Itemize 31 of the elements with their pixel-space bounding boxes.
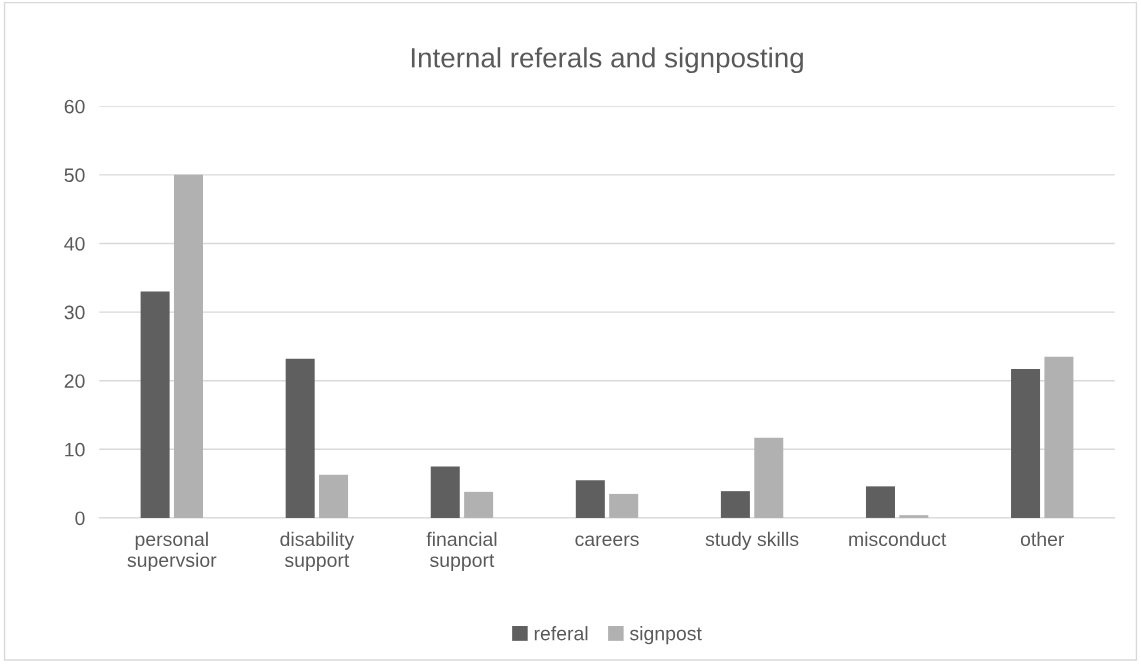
- x-tick-label: study skills: [705, 531, 799, 550]
- y-tick-label: 20: [64, 374, 85, 388]
- bar: [319, 474, 349, 518]
- bar: [865, 486, 895, 518]
- bar: [173, 174, 203, 518]
- bar: [1044, 356, 1074, 518]
- bar: [720, 491, 750, 518]
- bar: [285, 358, 315, 518]
- y-tick-label: 10: [65, 442, 85, 457]
- y-tick-label: 30: [64, 305, 85, 320]
- x-tick-label: financial support: [426, 531, 497, 571]
- bar: [609, 493, 639, 518]
- bar: [899, 515, 929, 518]
- y-tick-label: 50: [64, 168, 85, 183]
- x-tick-label: careers: [575, 535, 639, 547]
- bar: [1011, 369, 1041, 518]
- x-tick-label: misconduct: [849, 531, 947, 547]
- bar: [754, 437, 784, 518]
- bar: [464, 491, 494, 518]
- bar: [430, 466, 460, 518]
- bar: [575, 480, 605, 518]
- legend-label: signpost: [630, 626, 702, 645]
- y-tick-label: 0: [75, 511, 85, 526]
- chart-title: Internal referals and signposting: [411, 47, 803, 74]
- y-tick-label: 60: [64, 99, 85, 114]
- x-tick-label: other: [1020, 531, 1065, 547]
- x-tick-label: personal supervsior: [127, 531, 217, 571]
- bar: [140, 291, 170, 518]
- legend-label: referal: [534, 626, 588, 641]
- x-tick-label: disability support: [280, 531, 355, 571]
- y-tick-label: 40: [64, 236, 85, 251]
